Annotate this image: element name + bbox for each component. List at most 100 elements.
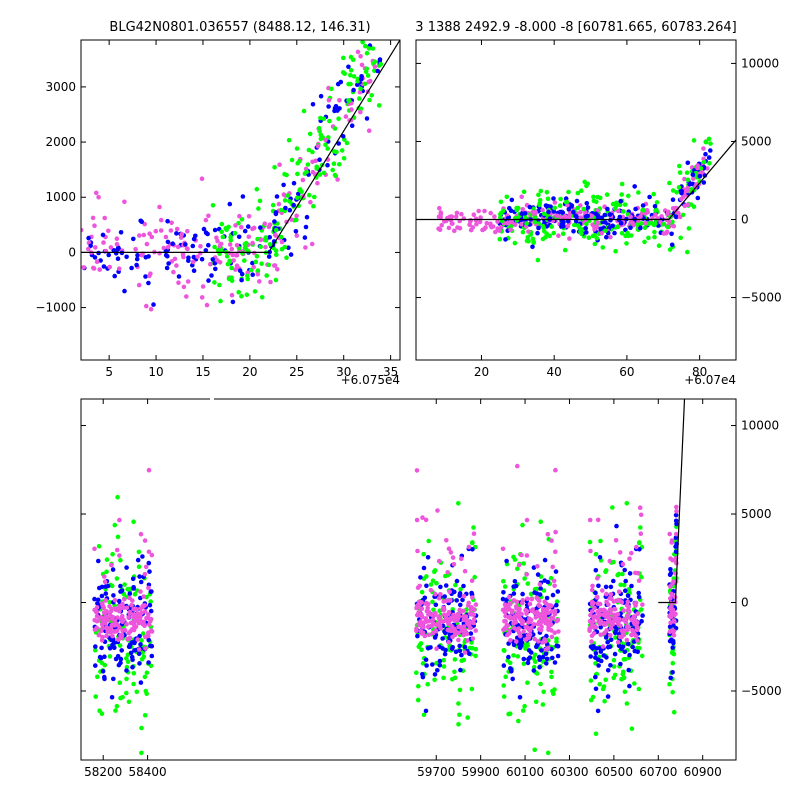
data-point-violet (281, 192, 287, 197)
data-point-violet (199, 176, 205, 181)
data-point-violet (468, 611, 473, 616)
data-point-green (144, 691, 149, 697)
data-point-violet (279, 239, 285, 245)
data-point-violet (349, 107, 354, 112)
data-point-violet (174, 226, 180, 232)
data-point-green (141, 654, 147, 659)
data-point-green (348, 54, 354, 60)
data-point-green (330, 167, 336, 173)
x-tick-label: 60700 (639, 765, 677, 779)
data-point-blue (281, 182, 286, 188)
data-point-blue (504, 558, 509, 564)
data-point-violet (109, 562, 114, 568)
data-point-violet (444, 538, 449, 543)
x-tick-label: 60900 (684, 765, 722, 779)
data-point-violet (461, 593, 467, 599)
data-point-blue (555, 643, 561, 649)
data-point-blue (88, 243, 93, 249)
data-point-violet (600, 644, 606, 649)
data-point-blue (137, 574, 142, 579)
data-point-violet (634, 627, 640, 633)
data-point-blue (440, 636, 445, 641)
data-point-blue (118, 583, 123, 589)
data-point-green (329, 86, 334, 92)
data-point-green (212, 280, 217, 285)
data-point-green (258, 244, 264, 250)
data-point-blue (135, 557, 141, 563)
data-point-blue (551, 209, 557, 214)
data-point-green (341, 55, 346, 61)
data-point-green (516, 718, 521, 724)
data-point-violet (531, 622, 537, 627)
data-point-violet (94, 613, 100, 619)
data-point-violet (552, 630, 557, 635)
data-point-blue (287, 207, 293, 213)
data-point-green (543, 235, 548, 240)
data-point-violet (588, 548, 593, 554)
data-point-green (551, 230, 556, 236)
data-point-green (118, 695, 123, 701)
data-point-violet (635, 611, 640, 616)
data-point-green (554, 599, 560, 604)
data-point-blue (165, 218, 170, 224)
data-point-violet (94, 625, 99, 631)
data-point-green (579, 188, 584, 193)
data-point-blue (267, 249, 273, 255)
data-point-green (624, 241, 629, 246)
data-point-green (430, 578, 436, 583)
data-point-blue (522, 211, 528, 216)
data-point-blue (118, 589, 123, 594)
data-point-blue (95, 597, 101, 603)
data-point-blue (627, 683, 632, 689)
data-point-green (325, 146, 331, 151)
data-point-violet (251, 264, 256, 270)
data-point-green (342, 71, 348, 76)
data-point-violet (516, 608, 522, 614)
data-point-violet (233, 223, 238, 228)
data-point-violet (551, 578, 557, 584)
y-tick-label: −1000 (35, 301, 76, 315)
data-point-green (525, 680, 530, 685)
data-point-green (97, 708, 102, 713)
data-point-violet (418, 619, 423, 624)
data-point-violet (308, 199, 313, 205)
data-point-blue (116, 662, 122, 668)
data-point-green (113, 708, 118, 713)
data-point-violet (465, 603, 471, 608)
data-point-green (622, 202, 628, 207)
data-point-violet (451, 561, 457, 567)
data-point-violet (669, 604, 674, 610)
data-point-green (584, 183, 589, 189)
data-point-green (544, 189, 550, 195)
data-point-green (426, 538, 432, 544)
data-point-blue (450, 645, 456, 650)
data-point-violet (504, 220, 510, 226)
data-point-green (432, 569, 437, 575)
data-point-violet (303, 245, 308, 250)
data-point-green (254, 186, 260, 192)
data-point-blue (598, 226, 604, 232)
data-point-blue (555, 589, 561, 594)
data-point-violet (669, 628, 675, 633)
data-point-green (706, 136, 712, 142)
data-point-green (378, 61, 384, 67)
data-point-blue (100, 669, 106, 674)
data-point-violet (233, 253, 239, 258)
data-point-blue (701, 180, 707, 185)
data-point-violet (519, 611, 524, 617)
data-point-violet (524, 553, 530, 558)
data-point-blue (124, 668, 129, 673)
data-point-blue (554, 602, 559, 608)
data-point-green (259, 261, 264, 267)
data-point-green (515, 654, 521, 659)
data-point-green (621, 657, 627, 662)
data-point-green (95, 674, 100, 680)
data-point-green (685, 249, 690, 255)
data-point-green (691, 138, 697, 143)
data-point-blue (210, 257, 216, 262)
data-point-violet (190, 259, 196, 265)
data-point-violet (452, 228, 457, 234)
data-point-blue (130, 664, 135, 670)
data-point-violet (426, 632, 432, 638)
data-point-violet (146, 612, 151, 617)
